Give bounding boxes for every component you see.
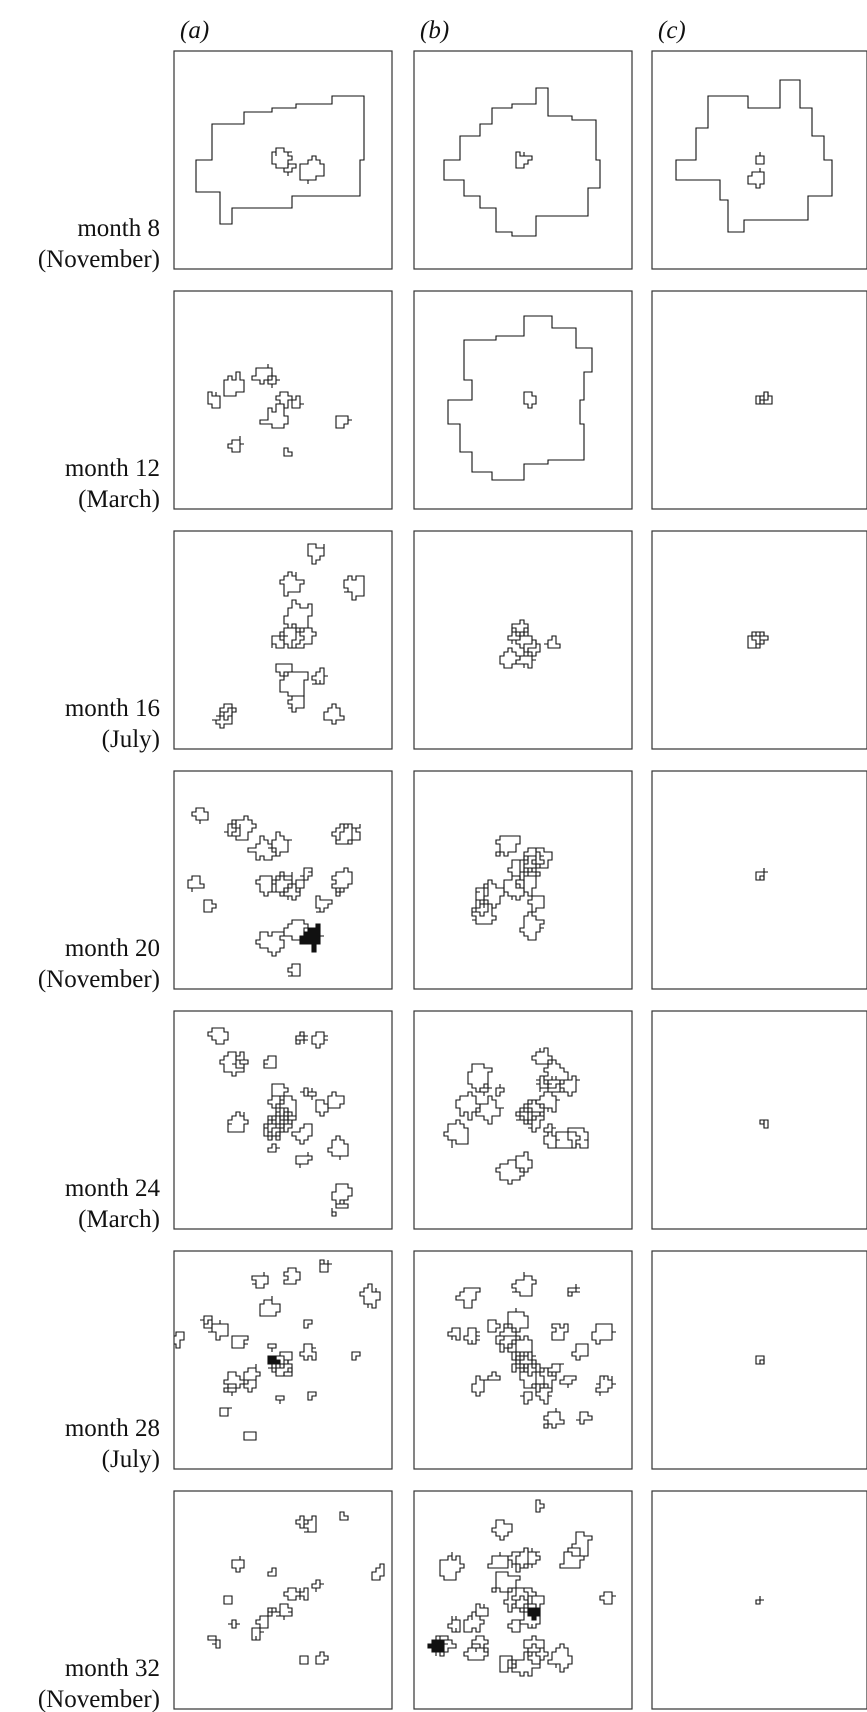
panel-group: [414, 771, 632, 989]
panel: [174, 1491, 392, 1709]
panel: [174, 771, 392, 989]
figure: (a) (b) (c) month 8 (November) month 12 (March…: [0, 0, 867, 1712]
panel-group: [174, 291, 392, 509]
panel-group: [652, 291, 867, 509]
panel-group: [652, 1491, 867, 1709]
panel-group: [652, 51, 867, 269]
column-label: (b): [420, 17, 449, 44]
row-month: month 28: [65, 1415, 160, 1442]
column-label: (c): [658, 17, 686, 44]
panel-group: [652, 1011, 867, 1229]
panel-group: [414, 1011, 632, 1229]
row-month: month 16: [65, 695, 160, 722]
row-season: (November): [38, 1686, 160, 1712]
row-season: (November): [38, 246, 160, 273]
panel-group: [174, 1011, 392, 1229]
panel-group: [414, 1491, 632, 1709]
panel-group: [652, 531, 867, 749]
panel-group: [174, 771, 392, 989]
panel-group: [414, 531, 632, 749]
panel-group: [414, 291, 632, 509]
row-month: month 12: [65, 455, 160, 482]
panel-group: [414, 51, 632, 269]
panel-group: [174, 51, 392, 269]
row-season: (November): [38, 966, 160, 993]
panel-group: [652, 1251, 867, 1469]
row-month: month 24: [65, 1175, 161, 1202]
panel-group: [172, 1251, 392, 1469]
row-month: month 32: [65, 1655, 160, 1682]
row-season: (March): [78, 486, 160, 513]
panel-group: [414, 1251, 632, 1469]
row-month: month 8: [77, 215, 160, 242]
panel: [414, 531, 632, 749]
panel: [174, 1251, 392, 1469]
panel: [414, 291, 632, 509]
column-label: (a): [180, 17, 209, 44]
panel-group: [174, 531, 392, 749]
row-season: (July): [102, 726, 160, 753]
panel-group: [174, 1491, 392, 1709]
row-month: month 20: [65, 935, 160, 962]
panel-group: [652, 771, 867, 989]
row-season: (July): [102, 1446, 160, 1473]
row-season: (March): [78, 1206, 160, 1233]
panel: [174, 291, 392, 509]
